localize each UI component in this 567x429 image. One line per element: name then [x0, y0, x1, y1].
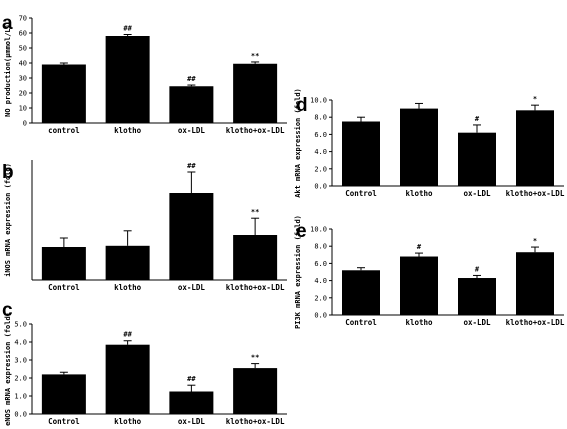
panel-label-e: e — [296, 221, 307, 242]
significance-a-2: ## — [187, 75, 196, 83]
category-label-e-2: ox-LDL — [463, 318, 491, 327]
significance-d-2: # — [475, 115, 480, 123]
y-tick-label-a-7: 70 — [19, 15, 27, 23]
bar-b-1 — [105, 245, 150, 280]
y-tick-label-a-5: 50 — [19, 45, 27, 53]
significance-e-2: # — [475, 265, 480, 273]
category-label-a-2: ox-LDL — [178, 126, 206, 135]
y-axis-label-b: iNOS mRNA expression (fold) — [4, 163, 12, 277]
category-label-c-0: Control — [48, 417, 80, 426]
y-tick-label-e-0: 0.0 — [314, 312, 327, 320]
bar-b-3 — [233, 235, 278, 280]
bar-a-3 — [233, 63, 278, 123]
y-tick-label-a-1: 10 — [19, 105, 27, 113]
category-label-a-0: control — [48, 126, 80, 135]
category-label-c-2: ox-LDL — [178, 417, 206, 426]
category-label-b-3: klotho+ox-LDL — [226, 283, 285, 292]
category-label-a-3: klotho+ox-LDL — [226, 126, 285, 135]
y-tick-label-d-2: 4.0 — [314, 148, 327, 156]
y-tick-label-c-1: 1.0 — [14, 393, 27, 401]
y-tick-label-e-2: 4.0 — [314, 277, 327, 285]
category-label-d-2: ox-LDL — [463, 189, 491, 198]
bar-b-0 — [41, 247, 86, 280]
category-label-b-0: Control — [48, 283, 80, 292]
y-tick-label-e-1: 2.0 — [314, 294, 327, 302]
y-tick-label-c-4: 4.0 — [14, 339, 27, 347]
significance-a-1: ## — [123, 25, 132, 33]
bar-c-1 — [105, 344, 150, 414]
y-tick-label-a-3: 30 — [19, 75, 27, 83]
y-tick-label-d-1: 2.0 — [314, 165, 327, 173]
significance-d-3: * — [533, 95, 537, 103]
panel-label-b: b — [2, 162, 14, 183]
y-axis-label-c: eNOS mRNA expression (fold) — [4, 312, 12, 426]
bar-c-3 — [233, 368, 278, 414]
category-label-d-1: klotho — [405, 189, 433, 198]
significance-b-3: ** — [251, 208, 259, 216]
bar-d-0 — [342, 121, 380, 186]
y-tick-label-d-5: 10.0 — [310, 97, 327, 105]
significance-c-2: ## — [187, 375, 196, 383]
y-tick-label-d-0: 0.0 — [314, 183, 327, 191]
significance-a-3: ** — [251, 52, 259, 60]
y-tick-label-c-5: 5.0 — [14, 321, 27, 329]
y-tick-label-d-4: 8.0 — [314, 114, 327, 122]
category-label-a-1: klotho — [114, 126, 142, 135]
y-tick-label-e-5: 10.0 — [310, 226, 327, 234]
category-label-d-0: Control — [345, 189, 377, 198]
category-label-c-1: klotho — [114, 417, 142, 426]
bar-e-2 — [458, 278, 496, 315]
bar-d-3 — [516, 110, 554, 186]
bar-c-0 — [41, 374, 86, 414]
bar-d-1 — [400, 108, 438, 186]
category-label-b-2: ox-LDL — [178, 283, 206, 292]
category-label-e-3: klotho+ox-LDL — [506, 318, 565, 327]
significance-b-2: ## — [187, 162, 196, 170]
category-label-b-1: klotho — [114, 283, 142, 292]
category-label-c-3: klotho+ox-LDL — [226, 417, 285, 426]
y-tick-label-e-3: 6.0 — [314, 260, 327, 268]
y-tick-label-e-4: 8.0 — [314, 243, 327, 251]
y-tick-label-d-3: 6.0 — [314, 131, 327, 139]
bar-e-1 — [400, 256, 438, 315]
significance-c-3: ** — [251, 354, 259, 362]
bar-a-0 — [41, 64, 86, 123]
y-axis-label-a: NO production(μmmol/L) — [4, 24, 12, 117]
bar-b-2 — [169, 193, 214, 280]
y-tick-label-a-0: 0 — [23, 120, 27, 128]
y-axis-label-d: Akt mRNA expression (fold) — [294, 88, 302, 198]
bar-e-3 — [516, 252, 554, 315]
y-tick-label-a-4: 40 — [19, 60, 27, 68]
category-label-e-1: klotho — [405, 318, 433, 327]
y-tick-label-c-0: 0.0 — [14, 411, 27, 419]
y-tick-label-c-3: 3.0 — [14, 357, 27, 365]
y-tick-label-c-2: 2.0 — [14, 375, 27, 383]
bar-a-2 — [169, 86, 214, 123]
bar-e-0 — [342, 270, 380, 315]
significance-e-3: * — [533, 237, 537, 245]
panel-label-c: c — [2, 300, 13, 321]
category-label-e-0: Control — [345, 318, 377, 327]
significance-e-1: # — [417, 243, 422, 251]
bar-d-2 — [458, 132, 496, 186]
panel-label-a: a — [2, 13, 13, 34]
y-tick-label-a-6: 60 — [19, 30, 27, 38]
category-label-d-3: klotho+ox-LDL — [506, 189, 565, 198]
bar-c-2 — [169, 391, 214, 414]
significance-c-1: ## — [123, 331, 132, 339]
bar-a-1 — [105, 36, 150, 123]
panel-label-d: d — [296, 95, 308, 116]
y-axis-label-e: PI3K mRNA expression (fold) — [294, 215, 302, 329]
y-tick-label-a-2: 20 — [19, 90, 27, 98]
